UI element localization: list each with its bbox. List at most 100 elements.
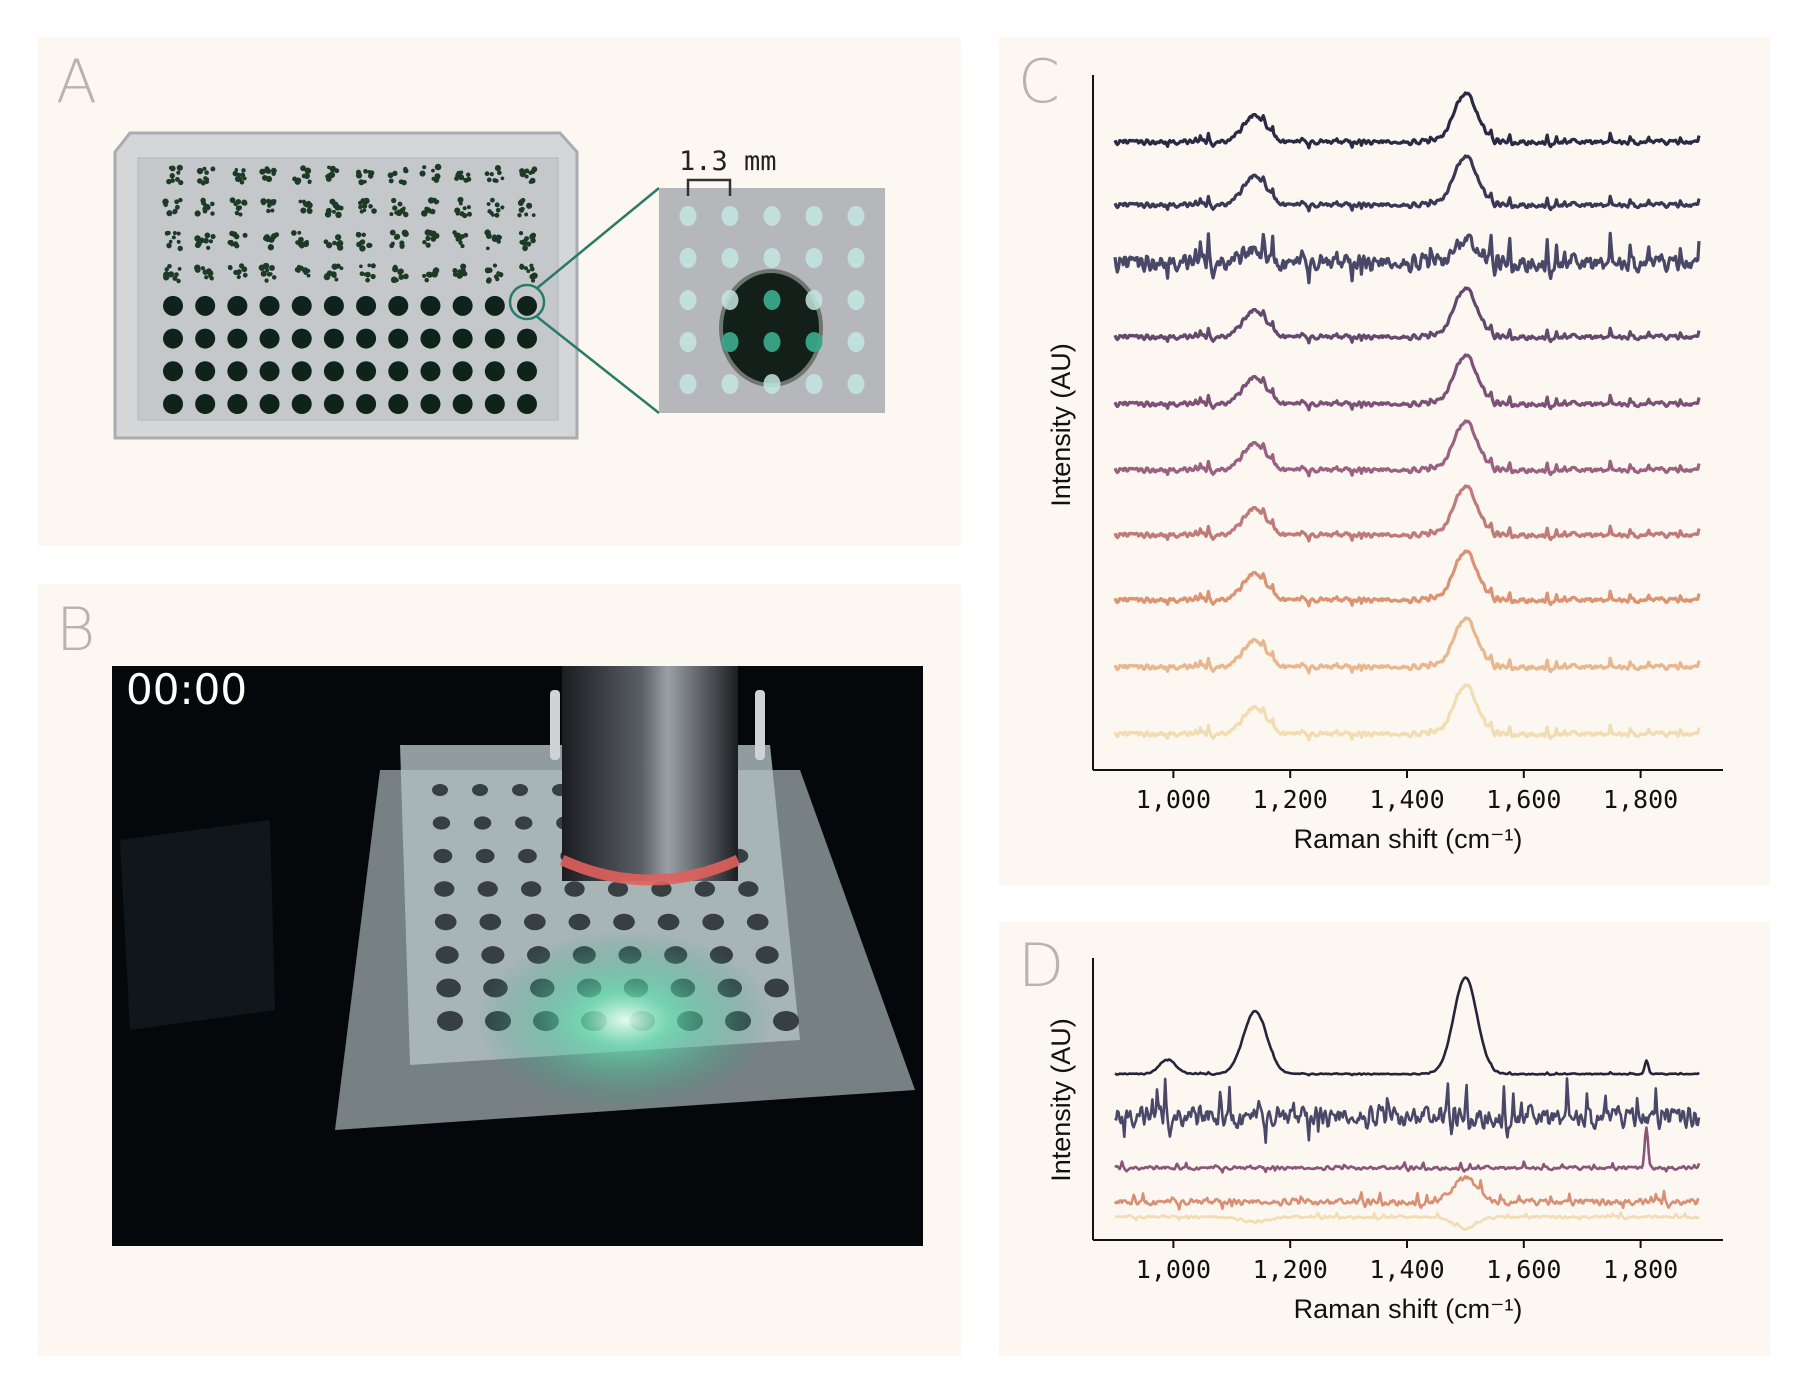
well bbox=[473, 816, 492, 830]
grid-dot bbox=[721, 332, 739, 352]
well bbox=[436, 978, 461, 998]
x-tick-label: 1,600 bbox=[1486, 785, 1561, 814]
highlighted-well-circle bbox=[508, 283, 546, 321]
spectrum-trace-2 bbox=[1114, 1077, 1701, 1144]
well bbox=[484, 295, 505, 316]
grid-dot bbox=[805, 248, 823, 268]
grid-dot bbox=[847, 206, 865, 226]
panel-a: A 1.3 mm bbox=[38, 37, 961, 546]
well bbox=[568, 913, 591, 931]
grid-dot bbox=[721, 206, 739, 226]
well bbox=[227, 263, 248, 280]
y-axis-label: Intensity (AU) bbox=[1046, 343, 1076, 507]
laser-glow bbox=[475, 930, 775, 1110]
well bbox=[262, 232, 280, 251]
well bbox=[294, 264, 311, 278]
well bbox=[433, 848, 453, 864]
well bbox=[694, 881, 715, 897]
well bbox=[260, 198, 277, 214]
x-tick-label: 1,400 bbox=[1369, 785, 1444, 814]
well bbox=[227, 394, 248, 414]
panel-d: D 1,000 1,200 1,400 1,600 1,800 Raman shift … bbox=[999, 922, 1770, 1356]
well bbox=[258, 262, 277, 283]
well bbox=[356, 295, 377, 316]
well bbox=[517, 361, 537, 382]
well bbox=[452, 361, 473, 382]
y-axis-label: Intensity (AU) bbox=[1046, 1018, 1076, 1182]
well bbox=[519, 166, 538, 185]
well bbox=[477, 881, 498, 897]
x-tick-label: 1,200 bbox=[1253, 785, 1328, 814]
well bbox=[479, 913, 502, 931]
well bbox=[517, 394, 537, 414]
well bbox=[452, 394, 473, 414]
well bbox=[259, 166, 277, 183]
well bbox=[195, 328, 216, 349]
grid-dot bbox=[847, 248, 865, 268]
grid-dot bbox=[721, 290, 739, 310]
spectrum-trace-10 bbox=[1113, 683, 1701, 742]
spectrum-trace-2 bbox=[1113, 154, 1701, 213]
well bbox=[472, 784, 488, 796]
well bbox=[481, 946, 505, 964]
well bbox=[420, 361, 441, 382]
well bbox=[166, 164, 184, 186]
grid-dot bbox=[805, 332, 823, 352]
well bbox=[163, 394, 183, 414]
well bbox=[764, 978, 789, 998]
well bbox=[163, 295, 183, 316]
grid-dot bbox=[847, 290, 865, 310]
well bbox=[512, 784, 528, 796]
well bbox=[746, 913, 769, 931]
well bbox=[163, 361, 183, 382]
well bbox=[452, 230, 469, 249]
panel-letter-d: D bbox=[1018, 931, 1064, 1001]
well bbox=[454, 170, 472, 183]
well bbox=[163, 263, 182, 284]
well bbox=[323, 328, 344, 349]
chart-c: 1,000 1,200 1,400 1,600 1,800 Raman shift (c… bbox=[1046, 75, 1723, 854]
well bbox=[434, 881, 455, 897]
well bbox=[323, 263, 344, 282]
well bbox=[422, 267, 440, 283]
measurement-grid-dots bbox=[679, 206, 865, 394]
grid-dot bbox=[679, 374, 697, 394]
grid-dot bbox=[763, 206, 781, 226]
well bbox=[388, 361, 409, 382]
well-plate-photo bbox=[113, 131, 579, 440]
x-tick-label: 1,200 bbox=[1253, 1255, 1328, 1284]
well bbox=[738, 881, 759, 897]
well bbox=[435, 946, 459, 964]
well bbox=[607, 881, 629, 897]
panel-letter-c: C bbox=[1018, 47, 1060, 117]
sample-spot bbox=[719, 269, 823, 387]
panel-b: B 00:00 bbox=[38, 584, 961, 1356]
well bbox=[486, 197, 505, 218]
spectrum-trace-3 bbox=[1113, 231, 1701, 285]
plate-wells bbox=[162, 163, 538, 414]
well bbox=[484, 263, 504, 284]
well bbox=[162, 197, 183, 217]
well bbox=[515, 816, 533, 830]
well bbox=[196, 166, 216, 186]
grid-dot bbox=[805, 290, 823, 310]
well bbox=[475, 848, 495, 864]
spectrum-trace-6 bbox=[1113, 419, 1701, 478]
x-axis-label: Raman shift (cm⁻¹) bbox=[1294, 824, 1523, 854]
well bbox=[484, 229, 503, 251]
well-zoom-inset bbox=[659, 188, 885, 413]
well bbox=[521, 881, 542, 897]
grid-dot bbox=[805, 374, 823, 394]
well bbox=[356, 328, 377, 349]
objective-lens bbox=[562, 666, 738, 881]
well bbox=[432, 816, 451, 830]
x-tick-label: 1,800 bbox=[1603, 1255, 1678, 1284]
well bbox=[517, 197, 536, 218]
scale-bracket bbox=[686, 178, 732, 196]
well bbox=[259, 361, 280, 382]
video-timestamp: 00:00 bbox=[126, 665, 247, 714]
well bbox=[259, 295, 280, 316]
well bbox=[773, 1011, 799, 1031]
well bbox=[517, 328, 537, 349]
